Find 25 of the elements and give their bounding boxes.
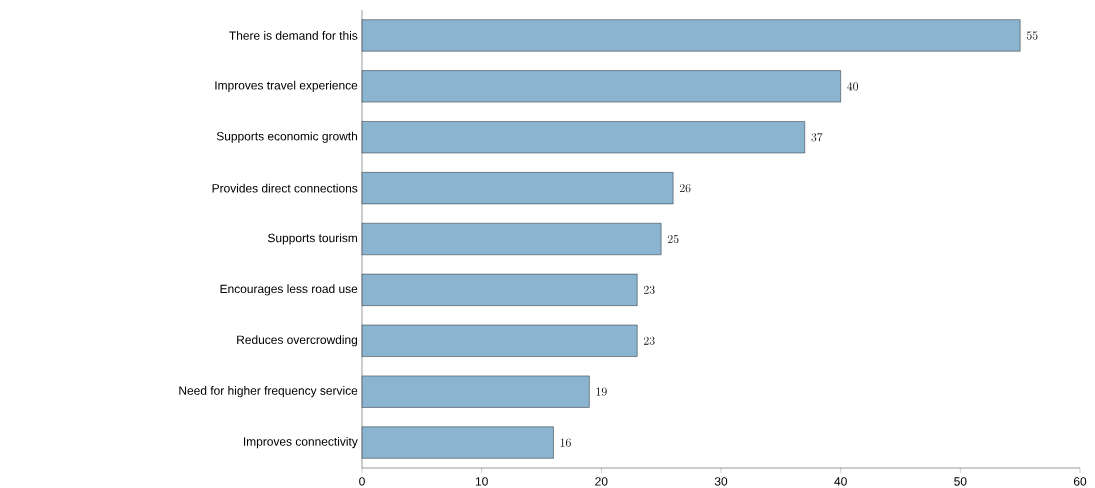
x-tick-label: 0	[359, 477, 365, 486]
x-tick-label: 20	[595, 477, 608, 486]
y-tick-label: Need for higher frequency service	[179, 386, 358, 398]
x-tick-label: 30	[714, 477, 728, 486]
y-tick-label: Improves connectivity	[243, 437, 358, 449]
y-tick-label: Supports economic growth	[216, 131, 358, 143]
y-tick-label: Encourages less road use	[220, 284, 358, 296]
y-tick-label: Provides direct connections	[212, 183, 358, 193]
data-label: 25	[667, 234, 679, 244]
x-tick-label: 60	[1073, 477, 1087, 486]
data-label: 26	[679, 184, 691, 193]
y-tick-label: There is demand for this	[229, 31, 358, 40]
data-label: 40	[847, 82, 859, 91]
data-label: 37	[811, 133, 823, 142]
x-tick-label: 50	[954, 477, 967, 486]
data-label: 55	[1026, 31, 1038, 40]
x-tick-label: 10	[475, 477, 488, 486]
data-label: 23	[643, 336, 655, 345]
y-tick-label: Supports tourism	[268, 233, 358, 245]
x-tick-label: 40	[834, 477, 847, 486]
data-label: 16	[560, 438, 571, 447]
data-label: 23	[643, 285, 655, 294]
y-tick-label: Reduces overcrowding	[237, 335, 358, 347]
data-label: 19	[596, 387, 607, 396]
y-tick-label: Improves travel experience	[215, 80, 358, 92]
